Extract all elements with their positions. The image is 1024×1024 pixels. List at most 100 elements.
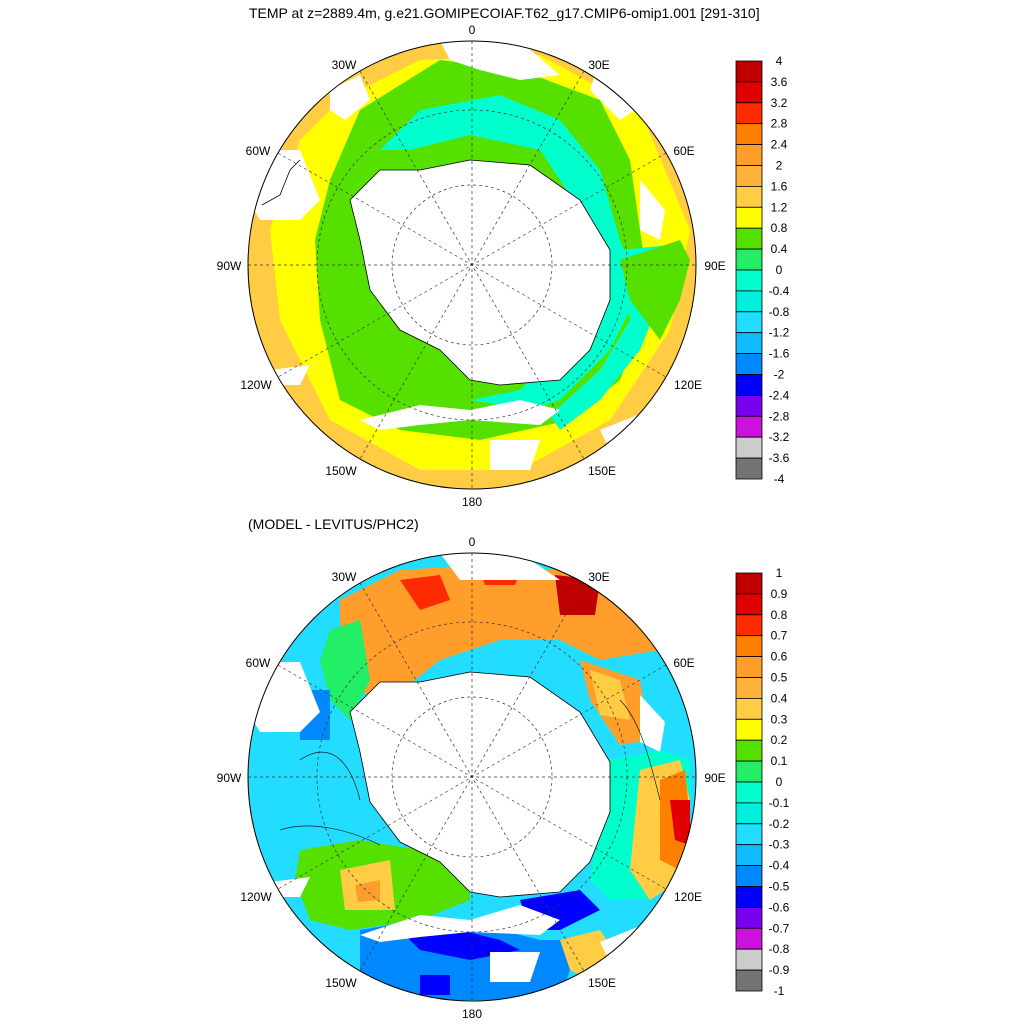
difference-title: (MODEL - LEVITUS/PHC2): [248, 516, 419, 532]
longitude-label: 30W: [332, 570, 357, 584]
longitude-label: 90E: [704, 259, 725, 273]
colorbar-label: 0.4: [771, 242, 788, 256]
colorbar-swatch: [735, 844, 763, 867]
bottom-graticule: [248, 553, 696, 1001]
colorbar-swatch: [735, 656, 763, 678]
colorbar-swatch: [735, 415, 763, 438]
longitude-label: 0: [469, 535, 476, 549]
colorbar-label: 0.8: [771, 221, 788, 235]
colorbar-label: 3.2: [771, 96, 788, 110]
colorbar-label: -0.9: [769, 963, 790, 977]
colorbar-swatch: [735, 572, 763, 595]
colorbar-label: 0.2: [771, 733, 788, 747]
top-longitude-labels: 0 30E 60E 90E 120E 150E 180 150W 120W 90W 60W 30W: [217, 23, 726, 509]
colorbar-label: -2: [774, 368, 785, 382]
longitude-label: 30E: [588, 570, 609, 584]
colorbar-label: -1.2: [769, 326, 790, 340]
colorbar-label: -0.4: [769, 284, 790, 298]
colorbar-swatch: [735, 781, 763, 804]
colorbar-swatch: [735, 144, 763, 166]
colorbar-label: 1.2: [771, 200, 788, 214]
colorbar-label: 0: [776, 775, 783, 789]
colorbar-swatch: [735, 332, 763, 355]
colorbar-label: 0: [776, 263, 783, 277]
colorbar-swatch: [735, 394, 763, 417]
colorbar-swatch: [735, 677, 763, 699]
colorbar-label: -2.8: [769, 409, 790, 423]
bottom-polar-map: 0 30E 60E 90E 120E 150E 180 150W 120W 90W 60W 30W 1…: [217, 535, 790, 1021]
colorbar-swatch: [735, 60, 763, 83]
colorbar-swatch: [735, 718, 763, 741]
colorbar-label: 0.8: [771, 608, 788, 622]
colorbar-swatch: [735, 81, 763, 104]
colorbar-swatch: [735, 185, 763, 208]
colorbar-label: -0.8: [769, 942, 790, 956]
longitude-label: 150W: [325, 976, 357, 990]
bottom-longitude-labels: 0 30E 60E 90E 120E 150E 180 150W 120W 90W 60W 30W: [217, 535, 726, 1021]
colorbar-label: 0.5: [771, 671, 788, 685]
colorbar-label: -4: [774, 472, 785, 486]
colorbar-label: 1: [776, 566, 783, 580]
colorbar-swatch: [735, 374, 763, 396]
colorbar-label: 0.1: [771, 754, 788, 768]
longitude-label: 120W: [240, 378, 272, 392]
colorbar-label: 3.6: [771, 75, 788, 89]
colorbar-label: -0.7: [769, 921, 790, 935]
colorbar-label: 0.7: [771, 629, 788, 643]
colorbar-swatch: [735, 823, 763, 846]
colorbar-swatch: [735, 698, 763, 720]
colorbar-swatch: [735, 290, 763, 313]
colorbar-swatch: [735, 635, 763, 658]
colorbar-swatch: [735, 206, 763, 229]
colorbar-label: -1: [774, 984, 785, 998]
colorbar-label: -0.8: [769, 305, 790, 319]
longitude-label: 60E: [673, 656, 694, 670]
colorbar-label: 0.6: [771, 650, 788, 664]
colorbar-label: -0.2: [769, 817, 790, 831]
longitude-label: 90W: [217, 771, 242, 785]
bottom-map-boundary: [247, 552, 697, 1002]
colorbar-swatch: [735, 311, 763, 334]
colorbar-swatch: [735, 436, 763, 459]
longitude-label: 180: [462, 1007, 482, 1021]
colorbar-swatch: [735, 927, 763, 950]
colorbar-label: -1.6: [769, 347, 790, 361]
longitude-label: 120W: [240, 890, 272, 904]
bottom-colorbar: 1 0.9 0.8 0.7 0.6 0.5 0.4 0.3 0.2 0.1 0 -0.1 -0.2 -0.…: [735, 566, 790, 998]
colorbar-swatch: [735, 457, 763, 480]
longitude-label: 60E: [673, 144, 694, 158]
colorbar-swatch: [735, 948, 763, 971]
longitude-label: 120E: [674, 378, 702, 392]
top-graticule: [248, 41, 696, 489]
colorbar-label: -0.1: [769, 796, 790, 810]
colorbar-label: 2.4: [771, 138, 788, 152]
colorbar-label: -3.2: [769, 430, 790, 444]
colorbar-swatch: [735, 865, 763, 887]
top-colorbar: 4 3.6 3.2 2.8 2.4 2 1.6 1.2 0.8 0.4 0 -0.4 -0.8 -1.2 -…: [735, 54, 790, 486]
colorbar-label: 0.4: [771, 691, 788, 705]
colorbar-swatch: [735, 123, 763, 145]
longitude-label: 60W: [246, 144, 271, 158]
colorbar-swatch: [735, 760, 763, 783]
top-polar-map: 0 30E 60E 90E 120E 150E 180 150W 120W 90W 60W 30W 4…: [217, 23, 790, 509]
colorbar-label: 2: [776, 159, 783, 173]
longitude-label: 120E: [674, 890, 702, 904]
longitude-label: 30E: [588, 58, 609, 72]
longitude-label: 180: [462, 495, 482, 509]
colorbar-label: 2.8: [771, 117, 788, 131]
longitude-label: 90E: [704, 771, 725, 785]
colorbar-label: -0.4: [769, 859, 790, 873]
main-title: TEMP at z=2889.4m, g.e21.GOMIPECOIAF.T62…: [249, 5, 760, 21]
colorbar-label: -2.4: [769, 388, 790, 402]
colorbar-swatch: [735, 102, 763, 125]
colorbar-swatch: [735, 248, 763, 271]
colorbar-label: 1.6: [771, 179, 788, 193]
colorbar-swatch: [735, 593, 763, 616]
colorbar-swatch: [735, 269, 763, 292]
colorbar-swatch: [735, 165, 763, 187]
colorbar-label: -0.5: [769, 880, 790, 894]
colorbar-swatch: [735, 227, 763, 250]
longitude-label: 60W: [246, 656, 271, 670]
longitude-label: 150W: [325, 464, 357, 478]
